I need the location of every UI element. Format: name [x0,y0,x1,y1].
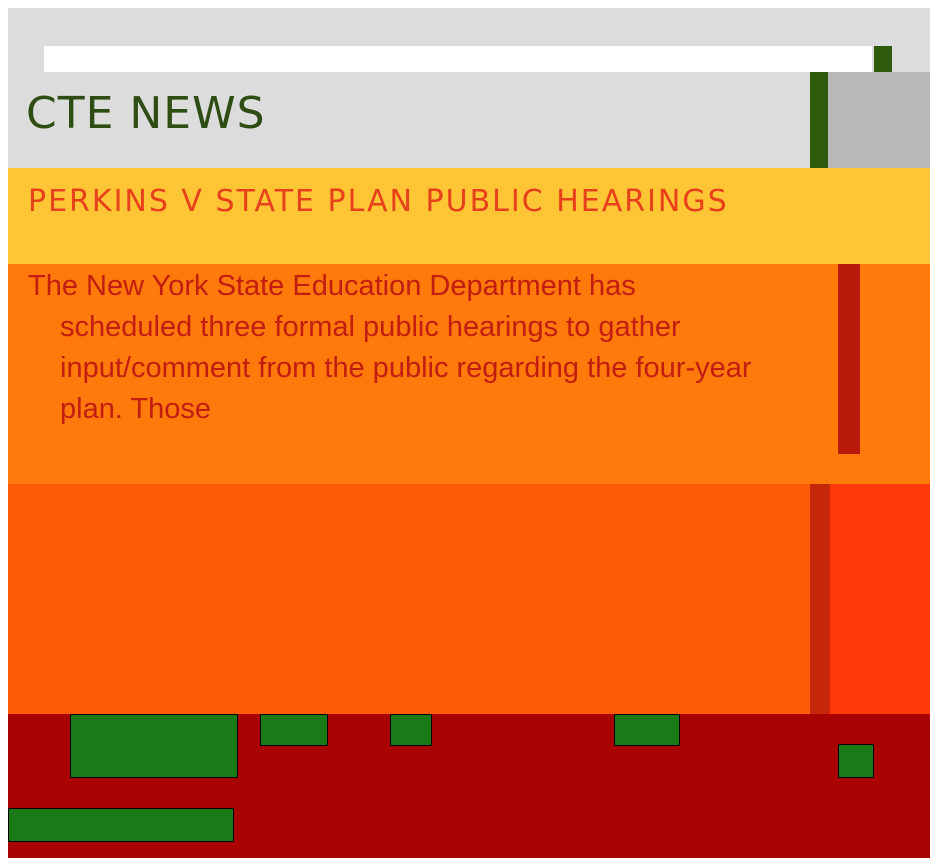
sidebar-divider [810,484,830,714]
background-top [8,8,930,168]
article-body: The New York State Education Department … [28,270,752,425]
icon[interactable] [838,744,874,778]
article-title[interactable]: PERKINS V STATE PLAN PUBLIC HEARINGS [28,184,729,219]
side-panel [828,72,930,168]
nav-accent [874,46,892,72]
title-band [8,168,930,264]
sidebar-divider [838,264,860,454]
button[interactable] [70,714,238,778]
lower-area [8,484,930,714]
button[interactable] [260,714,328,746]
button[interactable] [390,714,432,746]
sidebar-lower [830,484,930,714]
search-bar[interactable] [44,46,872,72]
button[interactable] [8,808,234,842]
sidebar-divider [810,72,828,168]
section-title: CTE NEWS [26,88,266,139]
article-area [8,264,930,484]
button[interactable] [614,714,680,746]
